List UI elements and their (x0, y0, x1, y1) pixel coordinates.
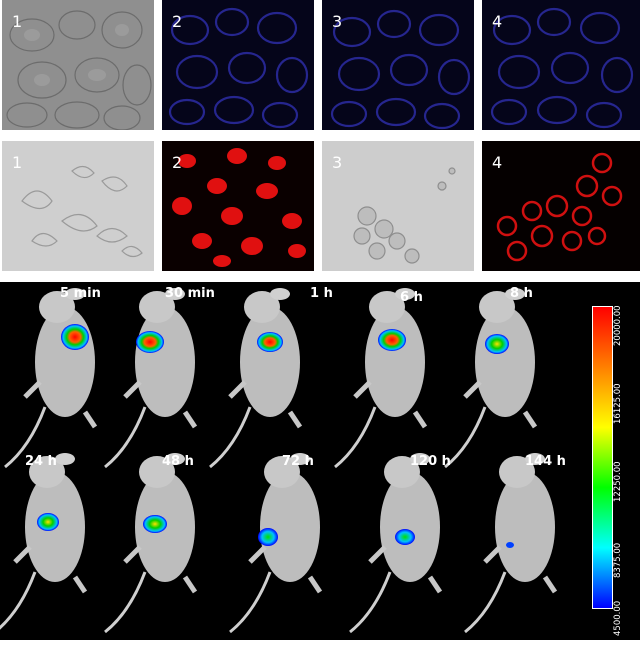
time-label: 30 min (165, 286, 215, 301)
colorbar-tick-label: 8375.00 (613, 542, 623, 578)
brightfield-cells-image (2, 0, 154, 130)
in-vivo-imaging-panel: 5 min 30 min 1 h 6 h 8 h 24 h 48 h 72 h … (0, 282, 640, 640)
row2-panel-2: 2 (162, 141, 314, 271)
time-label: 48 h (162, 454, 194, 469)
panel-number: 1 (12, 12, 23, 31)
panel-number: 3 (332, 12, 343, 31)
row1-panel-3: 3 (322, 0, 474, 130)
intensity-colorbar (592, 306, 613, 609)
colorbar-tick-label: 4500.00 (613, 600, 623, 636)
time-label: 1 h (310, 286, 333, 301)
panel-number: 2 (172, 12, 183, 31)
blue-fluorescence-image (322, 0, 474, 130)
blue-fluorescence-image (482, 0, 640, 130)
time-label: 24 h (25, 454, 57, 469)
time-label: 120 h (410, 454, 451, 469)
mouse-imaging-image (0, 282, 590, 640)
red-fluorescence-image (162, 141, 314, 271)
panel-number: 4 (492, 12, 503, 31)
time-label: 5 min (60, 286, 101, 301)
row2-panel-4: 4 (482, 141, 640, 271)
red-fluorescence-image (482, 141, 640, 271)
row1-panel-4: 4 (482, 0, 640, 130)
row1-panel-2: 2 (162, 0, 314, 130)
panel-number: 3 (332, 153, 343, 172)
time-label: 8 h (510, 286, 533, 301)
row1-panel-1: 1 (2, 0, 154, 130)
time-label: 144 h (525, 454, 566, 469)
row2-panel-1: 1 (2, 141, 154, 271)
colorbar-tick-label: 20000.00 (613, 305, 623, 346)
panel-number: 4 (492, 153, 503, 172)
colorbar-tick-label: 16125.00 (613, 383, 623, 424)
panel-number: 1 (12, 153, 23, 172)
time-label: 72 h (282, 454, 314, 469)
colorbar-tick-label: 12250.00 (613, 461, 623, 502)
panel-number: 2 (172, 153, 183, 172)
time-label: 6 h (400, 290, 423, 305)
blue-fluorescence-image (162, 0, 314, 130)
row2-panel-3: 3 (322, 141, 474, 271)
brightfield-cells-image (2, 141, 154, 271)
brightfield-cells-image (322, 141, 474, 271)
